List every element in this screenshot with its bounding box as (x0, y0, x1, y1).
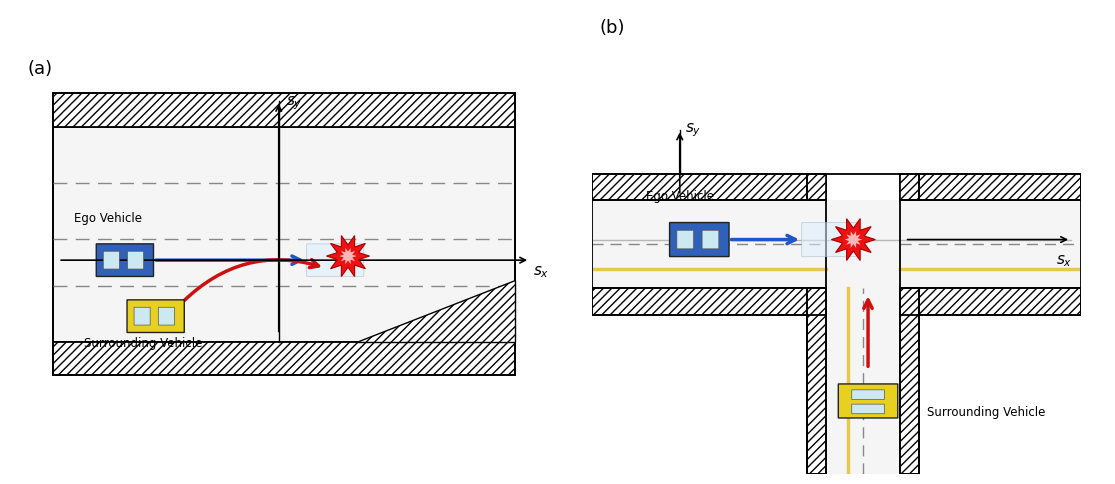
FancyBboxPatch shape (702, 230, 719, 249)
Text: $s_x$: $s_x$ (1056, 253, 1073, 269)
FancyBboxPatch shape (158, 307, 174, 325)
Text: $s_y$: $s_y$ (287, 94, 303, 112)
Bar (54, 93, 515, 127)
Bar (826, 288, 900, 474)
Bar (592, 200, 1080, 288)
Polygon shape (327, 236, 369, 276)
Bar (900, 174, 1080, 200)
Bar (900, 288, 1080, 316)
FancyBboxPatch shape (677, 230, 694, 249)
Polygon shape (356, 280, 515, 342)
Text: (b): (b) (599, 19, 624, 37)
FancyBboxPatch shape (96, 244, 154, 276)
Bar (54, 127, 515, 342)
FancyBboxPatch shape (852, 404, 884, 414)
Text: (a): (a) (28, 60, 52, 78)
FancyBboxPatch shape (307, 244, 363, 276)
Text: Ego Vehicle: Ego Vehicle (646, 190, 714, 203)
FancyBboxPatch shape (802, 223, 861, 257)
Bar (592, 174, 826, 200)
Text: $s_x$: $s_x$ (533, 265, 549, 280)
FancyBboxPatch shape (127, 300, 184, 333)
Text: Ego Vehicle: Ego Vehicle (74, 212, 142, 225)
Bar (54, 342, 515, 376)
FancyArrowPatch shape (183, 259, 319, 302)
Bar (807, 288, 826, 474)
Polygon shape (832, 219, 875, 260)
Text: Surrounding Vehicle: Surrounding Vehicle (927, 406, 1045, 419)
Bar (900, 174, 920, 200)
Bar (807, 174, 826, 200)
FancyBboxPatch shape (127, 251, 144, 269)
FancyBboxPatch shape (104, 251, 119, 269)
FancyBboxPatch shape (838, 384, 898, 418)
FancyBboxPatch shape (134, 307, 151, 325)
Polygon shape (339, 248, 357, 264)
FancyBboxPatch shape (670, 223, 729, 257)
Bar (900, 288, 920, 474)
FancyBboxPatch shape (852, 390, 884, 399)
Text: Surrounding Vehicle: Surrounding Vehicle (84, 337, 202, 350)
Bar (592, 288, 826, 316)
Polygon shape (844, 231, 862, 248)
Text: $s_y$: $s_y$ (685, 121, 701, 138)
